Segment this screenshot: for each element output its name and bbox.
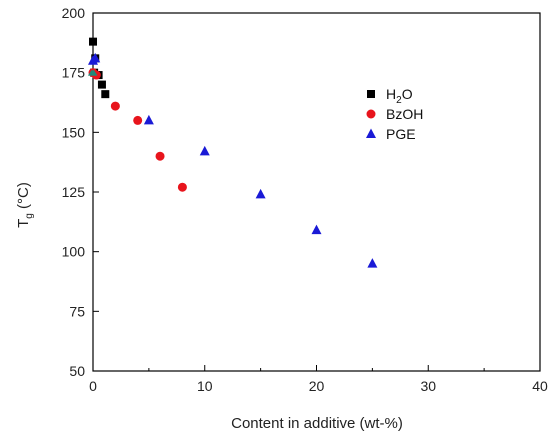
x-tick-label: 20	[309, 378, 325, 394]
legend-label: PGE	[386, 126, 416, 142]
y-tick-label: 125	[62, 184, 86, 200]
y-tick-label: 200	[62, 5, 86, 21]
x-tick-label: 0	[89, 378, 97, 394]
y-tick-label: 50	[69, 363, 85, 379]
bzoh-point	[155, 151, 165, 161]
x-tick-label: 30	[420, 378, 436, 394]
x-tick-label: 10	[197, 378, 213, 394]
y-tick-label: 75	[69, 303, 85, 319]
y-axis-title-main: T	[15, 219, 32, 228]
bzoh-point	[133, 115, 143, 125]
pge-point	[199, 145, 210, 156]
legend-label-main: H	[386, 86, 396, 102]
x-tick-label: 40	[532, 378, 548, 394]
data-markers	[87, 37, 378, 268]
legend-label-rest: O	[402, 86, 413, 102]
legend-label: BzOH	[386, 106, 423, 122]
x-axis-title: Content in additive (wt-%)	[231, 415, 403, 432]
plot-frame-border	[92, 12, 541, 372]
y-tick-label: 150	[62, 124, 86, 140]
y-tick-label: 175	[62, 65, 86, 81]
pge-point	[311, 224, 322, 235]
y-axis-title-sub: g	[24, 213, 35, 219]
pge-point	[367, 258, 378, 268]
pge-point	[143, 114, 154, 125]
pge-point	[90, 52, 101, 63]
pge-point	[255, 188, 266, 199]
x-axis: 0 10 20 30 40	[89, 365, 548, 394]
bzoh-point	[110, 101, 120, 111]
legend-label: H2O	[386, 86, 413, 106]
y-axis-title: Tg (°C)	[15, 182, 35, 228]
legend-marker	[367, 90, 375, 98]
legend-label-sub: 2	[396, 95, 402, 106]
h2o-point	[97, 80, 106, 89]
plot-area	[92, 12, 541, 372]
y-tick-label: 100	[62, 244, 86, 260]
h2o-point	[101, 90, 110, 99]
legend-marker	[366, 128, 376, 138]
teal-point	[89, 69, 98, 76]
y-axis-title-unit: (°C)	[15, 182, 32, 213]
h2o-point	[89, 37, 97, 46]
legend-marker	[366, 109, 376, 119]
bzoh-point	[177, 182, 187, 192]
